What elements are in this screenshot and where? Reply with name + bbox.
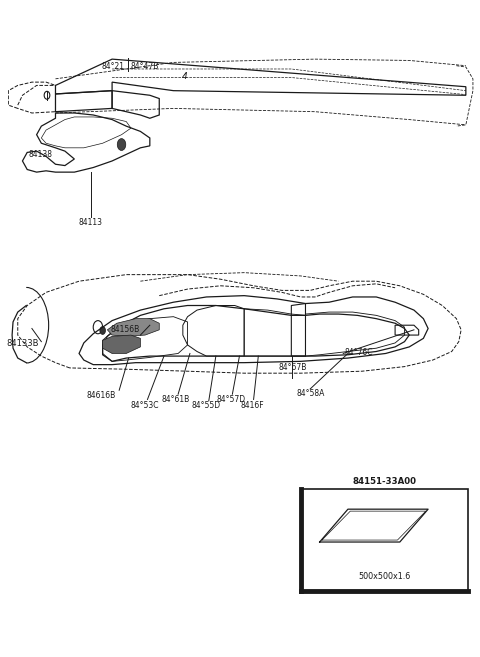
Circle shape: [100, 327, 106, 334]
Text: 84°76C: 84°76C: [344, 348, 372, 357]
Polygon shape: [103, 335, 140, 353]
Text: 84°53C: 84°53C: [131, 401, 159, 410]
Polygon shape: [108, 319, 159, 336]
Text: 84138: 84138: [28, 150, 52, 159]
Text: 84616B: 84616B: [86, 391, 116, 400]
Text: 84°21: 84°21: [102, 62, 125, 71]
Text: 4: 4: [182, 72, 188, 81]
Text: 84133B: 84133B: [6, 339, 39, 348]
Text: 84°67B: 84°67B: [278, 363, 306, 372]
Text: 84113: 84113: [79, 218, 103, 227]
Text: 84°61B: 84°61B: [162, 395, 190, 404]
Text: 84156B: 84156B: [110, 325, 140, 334]
Text: 84°58A: 84°58A: [296, 389, 324, 398]
Polygon shape: [320, 509, 428, 542]
Text: 84151-33A00: 84151-33A00: [352, 477, 417, 486]
Text: 84°57D: 84°57D: [216, 395, 245, 404]
Text: 500x500x1.6: 500x500x1.6: [359, 572, 410, 581]
Text: 8416F: 8416F: [241, 401, 264, 410]
Text: 84°47B: 84°47B: [131, 62, 159, 71]
Text: 84°55D: 84°55D: [192, 401, 221, 411]
Ellipse shape: [117, 139, 126, 150]
